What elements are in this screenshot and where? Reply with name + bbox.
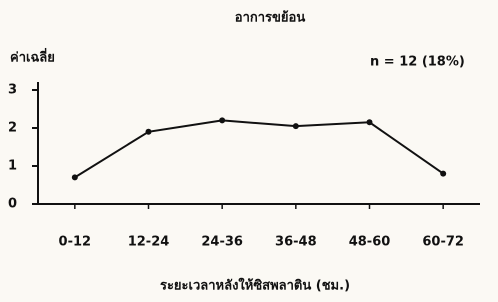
x-tick-label: 60-72 (422, 235, 464, 250)
x-tick-label: 24-36 (201, 235, 243, 250)
point (293, 123, 299, 129)
chart: อาการขย้อน ค่าเฉลี่ย n = 12 (18%) ระยะเว… (0, 0, 498, 302)
point (72, 174, 78, 180)
x-tick-label: 36-48 (275, 235, 317, 250)
point (146, 129, 152, 135)
page: อาการขย้อน ค่าเฉลี่ย n = 12 (18%) ระยะเว… (0, 0, 498, 302)
chart-title: อาการขย้อน (235, 10, 306, 26)
background (0, 0, 498, 302)
y-tick-label: 2 (8, 121, 17, 136)
y-tick-label: 1 (8, 159, 17, 174)
point (440, 171, 446, 177)
x-tick-label: 48-60 (349, 235, 391, 250)
point (219, 117, 225, 123)
point (367, 119, 373, 125)
y-tick-label: 0 (8, 197, 17, 212)
x-axis-label: ระยะเวลาหลังให้ซิสพลาติน (ชม.) (160, 277, 350, 294)
annotation: n = 12 (18%) (370, 55, 465, 70)
x-tick-label: 12-24 (128, 235, 170, 250)
y-axis-label: ค่าเฉลี่ย (10, 48, 55, 66)
x-tick-label: 0-12 (59, 235, 92, 250)
y-tick-label: 3 (8, 83, 17, 98)
